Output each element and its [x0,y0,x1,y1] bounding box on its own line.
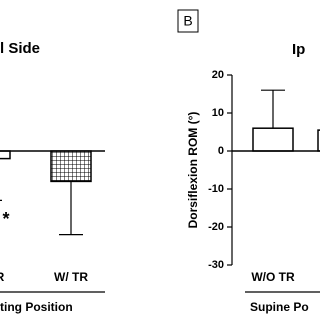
panel-label: B [183,13,192,29]
y-tick-label: 0 [218,145,224,157]
x-axis-label: tting Position [0,300,73,314]
bar [0,150,11,160]
panel-title: Ip [292,41,305,58]
y-tick-label: -30 [208,259,224,271]
panel-title: l Side [0,40,40,57]
y-tick-label: 10 [212,107,224,119]
bar [252,127,294,152]
x-tick-label: O TR [0,270,5,284]
y-tick-label: -10 [208,183,224,195]
x-axis-label: Supine Po [250,300,309,314]
bar [50,150,92,183]
annotation: * [2,209,9,229]
y-axis-label: Dorsiflexion ROM (°) [186,112,200,229]
x-tick-label: W/O TR [251,270,295,284]
y-tick-label: 20 [212,69,224,81]
panel-label-box [177,9,199,33]
y-tick-label: -20 [208,221,224,233]
bar [317,129,320,152]
x-tick-label: W/ TR [54,270,88,284]
